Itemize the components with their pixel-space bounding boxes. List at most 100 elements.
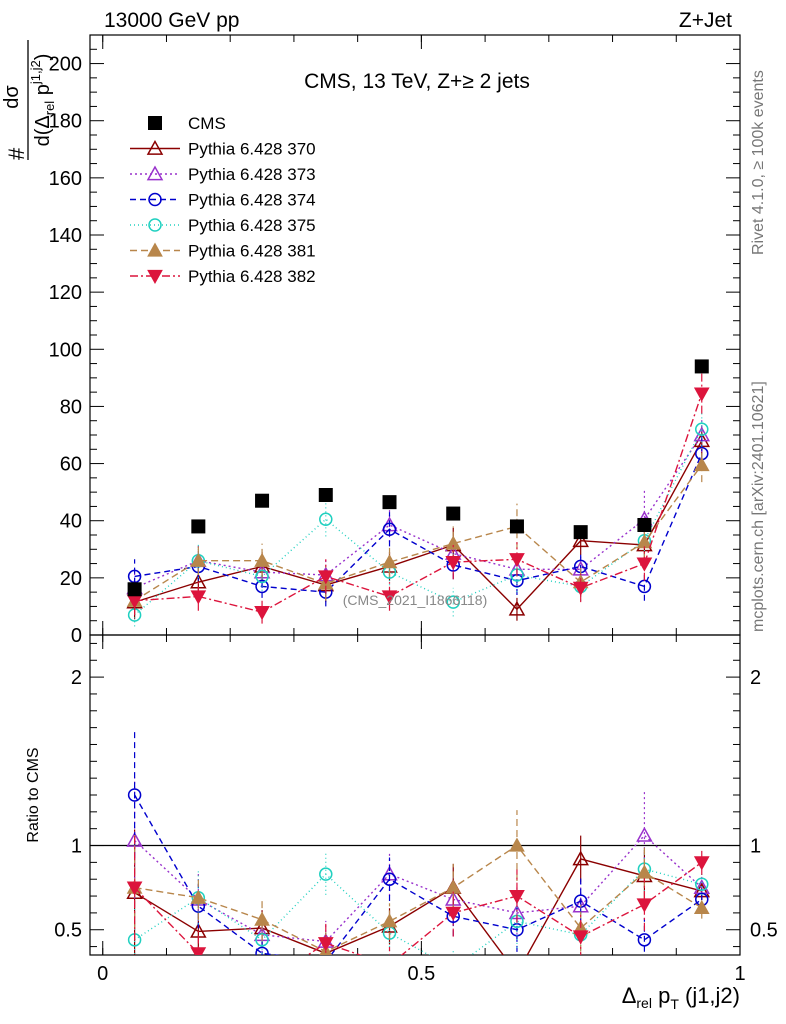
data-point <box>190 590 207 605</box>
rivet-label: Rivet 4.1.0, ≥ 100k events <box>750 70 767 255</box>
x-tick-label: 0.5 <box>407 963 435 985</box>
series-line <box>134 434 703 589</box>
data-point <box>445 535 462 550</box>
y-tick-label: 80 <box>60 396 82 418</box>
legend-item: Pythia 6.428 374 <box>130 191 316 210</box>
chart-title: CMS, 13 TeV, Z+≥ 2 jets <box>304 70 530 93</box>
ratio-point <box>254 911 270 926</box>
cms-data-point <box>509 519 524 534</box>
data-point <box>693 387 710 402</box>
data-point <box>509 553 525 568</box>
mcplots-label: mcplots.cern.ch [arXiv:2401.10621] <box>750 381 767 632</box>
ratio-point <box>382 872 397 886</box>
legend-marker <box>148 218 162 232</box>
x-axis-label: Δrel pT (j1,j2) <box>622 983 740 1012</box>
legend-item: Pythia 6.428 370 <box>130 140 316 159</box>
ratio-axes: 0 0.5 10.5 0.51 12 2 <box>54 635 778 985</box>
ratio-y-tick-label: 2 <box>71 667 82 689</box>
ratio-point <box>255 946 269 955</box>
cms-data-point <box>191 519 206 534</box>
ratio-series-line <box>134 844 703 953</box>
ratio-series-line <box>134 834 703 943</box>
ratio-point <box>636 826 653 842</box>
analysis-watermark: (CMS_2021_I1866118) <box>343 592 488 608</box>
ratio-point <box>255 980 269 993</box>
data-point <box>381 590 398 605</box>
y-tick-label: 140 <box>49 225 82 247</box>
svg-text:dσ: dσ <box>1 85 23 109</box>
main-series <box>126 359 711 627</box>
cms-data-point <box>127 582 142 597</box>
ratio-series-line <box>134 861 703 955</box>
data-point <box>254 552 270 567</box>
ratio-point <box>255 933 269 947</box>
data-point <box>381 554 398 569</box>
ratio-point <box>572 930 589 945</box>
data-point <box>572 581 589 596</box>
legend-label: Pythia 6.428 375 <box>188 216 316 235</box>
series-line <box>134 464 703 602</box>
series-line <box>134 440 703 611</box>
legend-item: Pythia 6.428 381 <box>130 242 316 261</box>
ratio-point <box>381 913 398 928</box>
ratio-series-6 <box>126 835 710 993</box>
legend-item: Pythia 6.428 373 <box>130 165 316 184</box>
legend-marker <box>148 192 162 207</box>
y-tick-label: 200 <box>49 54 82 76</box>
ratio-point <box>637 933 652 947</box>
legend-item: Pythia 6.428 382 <box>130 267 316 286</box>
ratio-series-line <box>134 858 702 955</box>
cms-data-point <box>318 488 333 502</box>
ratio-series-5 <box>126 810 710 955</box>
series-2 <box>126 417 711 605</box>
ratio-series <box>126 731 711 993</box>
svg-text:#: # <box>4 147 29 160</box>
legend-label: Pythia 6.428 370 <box>188 140 316 159</box>
legend-label: Pythia 6.428 382 <box>188 267 316 286</box>
main-axes: 0 20 40 60 80 100 120 140 160 180 200 <box>49 34 741 647</box>
data-point <box>508 600 526 616</box>
data-point <box>255 569 269 584</box>
legend-label: CMS <box>188 114 226 133</box>
ratio-point <box>572 850 589 866</box>
data-point <box>572 532 589 548</box>
svg-text:d(Δrel pj1,j2): d(Δrel pj1,j2) <box>28 54 57 147</box>
legend-item: CMS <box>148 114 226 133</box>
series-5 <box>126 447 710 615</box>
ratio-point <box>693 856 710 871</box>
y-tick-label: 60 <box>60 454 82 476</box>
ratio-point <box>445 906 462 921</box>
x-tick-label: 0 <box>97 963 108 985</box>
legend-marker <box>146 165 164 181</box>
series-line <box>134 428 703 616</box>
y-tick-label: 160 <box>49 168 82 190</box>
legend: CMS Pythia 6.428 370 Pythia 6.428 373 Pythi… <box>130 114 316 286</box>
y-tick-label: 0 <box>71 625 82 647</box>
cms-data-point <box>573 525 588 540</box>
y-tick-label: 40 <box>60 511 82 533</box>
y-axis-label: # dσ d(Δrel pj1,j2) <box>1 40 57 160</box>
x-tick-label: 1 <box>734 963 745 985</box>
y-tick-label: 120 <box>49 282 82 304</box>
ratio-point <box>319 867 333 881</box>
ratio-y-tick-label-right: 1 <box>750 836 761 858</box>
data-point <box>695 422 709 437</box>
ratio-point <box>317 937 334 952</box>
ratio-series-line <box>134 868 702 955</box>
ratio-y-tick-label-right: 2 <box>750 667 761 689</box>
y-tick-label: 180 <box>49 111 82 133</box>
ratio-point <box>325 954 327 955</box>
y-tick-label: 20 <box>60 568 82 590</box>
ratio-y-tick-label: 1 <box>71 836 82 858</box>
legend-label: Pythia 6.428 381 <box>188 242 316 261</box>
data-point <box>255 579 269 594</box>
legend-item: Pythia 6.428 375 <box>130 216 316 235</box>
cms-data-point <box>637 518 652 532</box>
legend-label: Pythia 6.428 374 <box>188 191 316 210</box>
cms-data-point <box>255 493 270 508</box>
ratio-point <box>509 837 525 852</box>
series-6 <box>126 373 710 624</box>
ratio-y-tick-label: 0.5 <box>54 920 82 942</box>
ratio-point <box>693 899 710 914</box>
